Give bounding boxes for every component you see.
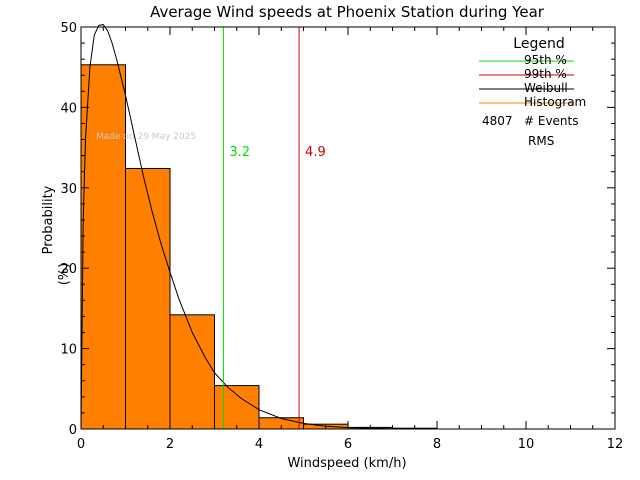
legend-entry-label-0: 95th % bbox=[524, 53, 567, 67]
y-tick-label-1: 10 bbox=[60, 343, 77, 358]
x-tick-label-2: 4 bbox=[255, 437, 263, 452]
histogram-bar-0 bbox=[80, 64, 126, 430]
percentile-label-1: 4.9 bbox=[305, 145, 326, 160]
legend-rms-label: RMS bbox=[528, 134, 554, 148]
y-tick-label-3: 30 bbox=[60, 182, 77, 197]
made-on-watermark: Made on 29 May 2025 bbox=[96, 132, 196, 142]
y-tick-label-2: 20 bbox=[60, 262, 77, 277]
legend-entry-label-2: Weibull bbox=[524, 81, 568, 95]
histogram-bar-1 bbox=[125, 168, 171, 430]
histogram-bar-3 bbox=[214, 385, 260, 430]
percentile-layer: 3.2 4.9 bbox=[222, 27, 326, 429]
histogram-bar-2 bbox=[169, 314, 215, 430]
x-tick-label-1: 2 bbox=[166, 437, 174, 452]
legend-title: Legend bbox=[513, 36, 564, 52]
chart-title: Average Wind speeds at Phoenix Station d… bbox=[150, 3, 545, 21]
y-axis-label: Probability bbox=[41, 185, 56, 254]
x-tick-label-4: 8 bbox=[433, 437, 441, 452]
y-axis-unit-label: (%) bbox=[57, 263, 72, 286]
y-tick-label-4: 40 bbox=[60, 101, 77, 116]
x-axis-label: Windspeed (km/h) bbox=[287, 456, 406, 471]
x-tick-label-6: 12 bbox=[607, 437, 624, 452]
x-tick-label-3: 6 bbox=[344, 437, 352, 452]
legend-entry-label-3: Histogram bbox=[524, 95, 586, 109]
legend-events-count: 4807 bbox=[482, 114, 513, 128]
y-tick-label-5: 50 bbox=[60, 21, 77, 36]
y-axis-ticks: 0 10 20 30 40 50 bbox=[60, 21, 615, 438]
x-tick-label-0: 0 bbox=[77, 437, 85, 452]
y-tick-label-0: 0 bbox=[69, 423, 77, 438]
legend-events-label: # Events bbox=[524, 114, 579, 128]
x-tick-label-5: 10 bbox=[518, 437, 535, 452]
legend-entry-label-1: 99th % bbox=[524, 67, 567, 81]
percentile-label-0: 3.2 bbox=[229, 145, 250, 160]
x-axis-ticks: 0 2 4 6 8 10 12 bbox=[77, 27, 623, 452]
